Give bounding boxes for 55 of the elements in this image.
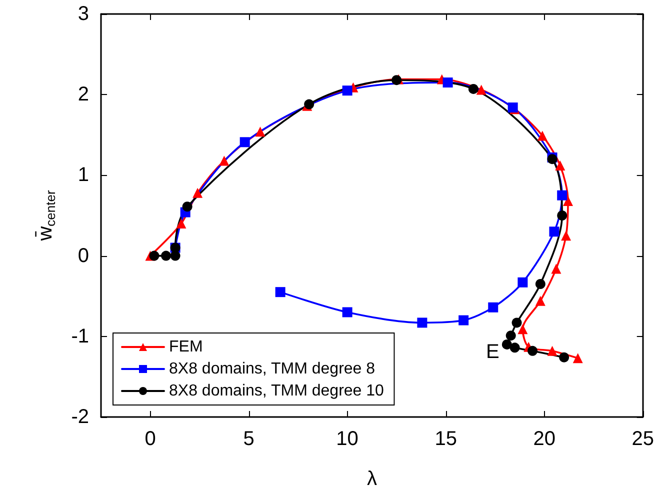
point [557,190,568,200]
point [535,296,546,306]
point [537,130,548,141]
point [182,202,192,212]
point [502,339,512,350]
point [468,84,478,94]
y-tick-label: -1 [71,325,89,348]
y-tick-label: 3 [78,3,89,25]
point [506,330,516,341]
x-tick-label: 5 [243,428,254,450]
legend-label: FEM [169,338,203,356]
point [476,84,486,95]
point [255,126,266,137]
y-axis-title: w̄center [34,190,58,242]
point [342,86,352,96]
x-axis-title: λ [366,468,377,490]
point [512,318,522,328]
y-tick-label: 2 [78,84,89,106]
point [458,315,469,326]
annotation: E [486,341,500,363]
point [555,160,566,171]
x-tick-label: 10 [336,428,358,450]
point [442,78,453,88]
x-tick-label: 25 [632,428,654,450]
point [535,279,546,290]
x-tick-label: 20 [533,428,556,450]
point [528,346,538,356]
point [547,346,558,356]
legend-label: 8X8 domains, TMM degree 8 [169,360,376,378]
y-tick-label: -2 [71,406,89,428]
point [549,226,560,237]
point [342,307,352,318]
x-tick-label: 15 [434,428,457,450]
point [561,230,572,241]
point [518,277,528,288]
point [176,218,186,229]
point [192,188,203,198]
point [149,250,160,261]
point [572,353,583,364]
point [161,250,172,261]
point [417,318,428,328]
legend-label: 8X8 domains, TMM degree 10 [169,382,384,400]
point [559,352,570,362]
x-tick-label: 0 [144,428,156,450]
point [219,156,230,166]
y-tick-label: 1 [78,164,89,186]
point [518,324,528,334]
point [551,264,562,274]
point [240,137,250,148]
y-tick-label: 0 [78,244,89,267]
point [488,302,498,312]
point [510,342,520,353]
point [557,210,568,220]
point [563,196,573,206]
point [275,287,286,298]
